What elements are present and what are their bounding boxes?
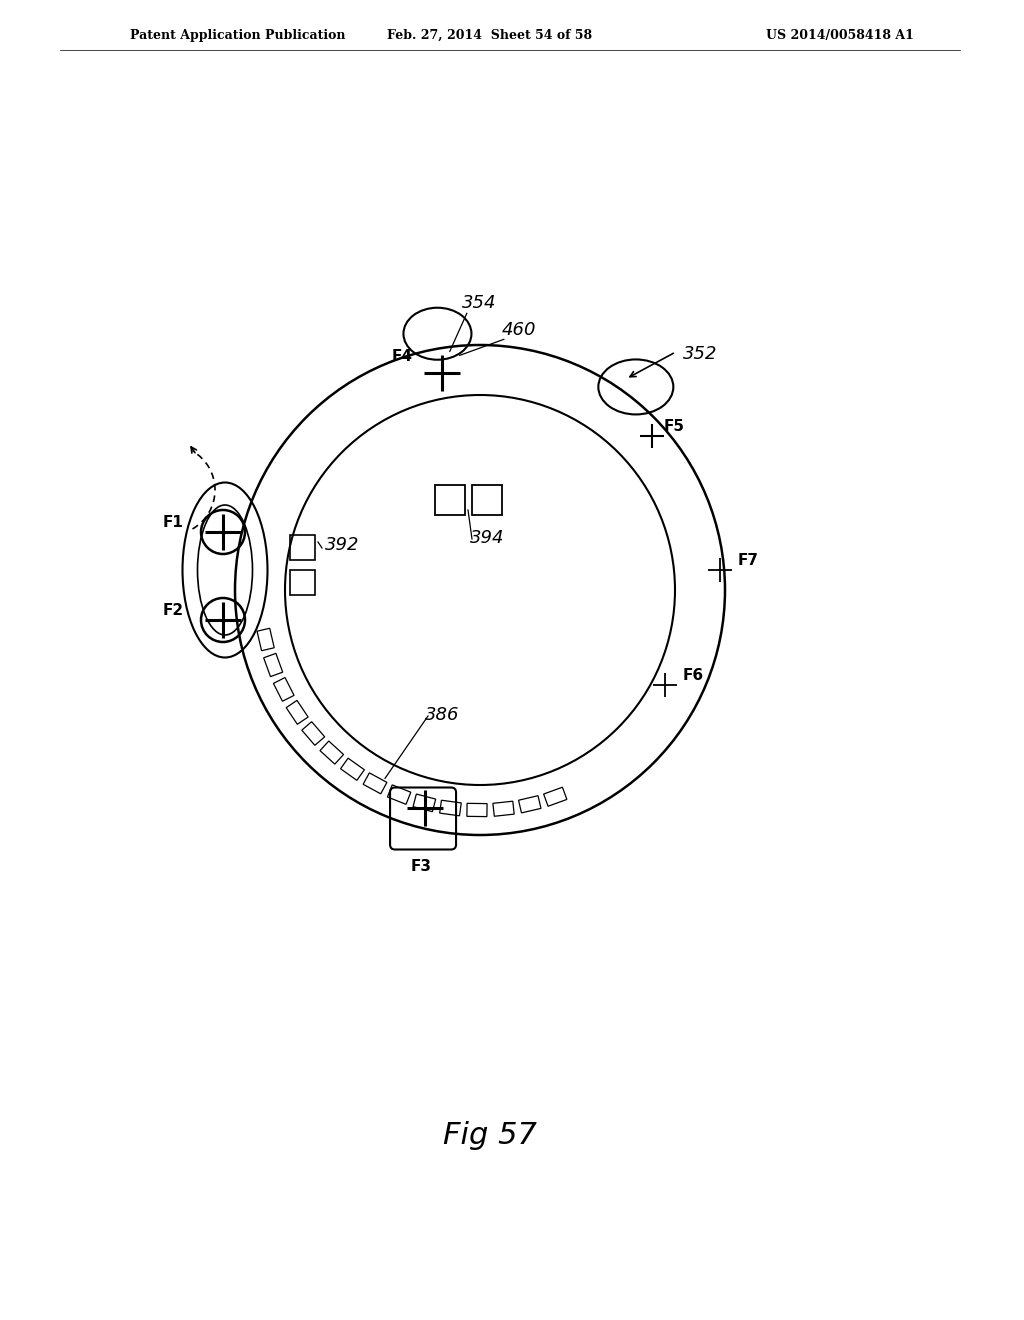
Bar: [290, 535, 315, 560]
Text: 352: 352: [683, 345, 718, 363]
Text: F5: F5: [665, 418, 685, 434]
Text: F1: F1: [163, 515, 184, 531]
Bar: [413, 795, 435, 812]
Text: 386: 386: [425, 706, 460, 723]
Text: F6: F6: [683, 668, 705, 682]
Bar: [364, 772, 387, 793]
Text: 354: 354: [462, 294, 497, 313]
Bar: [467, 804, 487, 817]
Text: 394: 394: [470, 529, 505, 546]
Bar: [518, 796, 541, 813]
Bar: [435, 484, 465, 515]
Bar: [439, 800, 461, 816]
Text: F2: F2: [163, 603, 184, 618]
Text: 392: 392: [325, 536, 359, 554]
Bar: [493, 801, 514, 816]
Bar: [387, 785, 411, 804]
Bar: [302, 722, 325, 746]
Bar: [544, 787, 567, 807]
Bar: [263, 653, 283, 677]
Text: F7: F7: [738, 553, 759, 568]
Bar: [341, 758, 365, 780]
Text: F3: F3: [411, 858, 432, 874]
Text: F4: F4: [392, 350, 413, 364]
Bar: [273, 677, 294, 701]
Bar: [286, 701, 308, 725]
Bar: [290, 570, 315, 595]
Text: US 2014/0058418 A1: US 2014/0058418 A1: [766, 29, 914, 41]
Bar: [257, 628, 274, 651]
Bar: [321, 741, 343, 764]
Text: Patent Application Publication: Patent Application Publication: [130, 29, 345, 41]
Text: Feb. 27, 2014  Sheet 54 of 58: Feb. 27, 2014 Sheet 54 of 58: [387, 29, 593, 41]
Text: Fig 57: Fig 57: [443, 1121, 537, 1150]
Text: 460: 460: [502, 321, 537, 339]
Bar: [472, 484, 502, 515]
